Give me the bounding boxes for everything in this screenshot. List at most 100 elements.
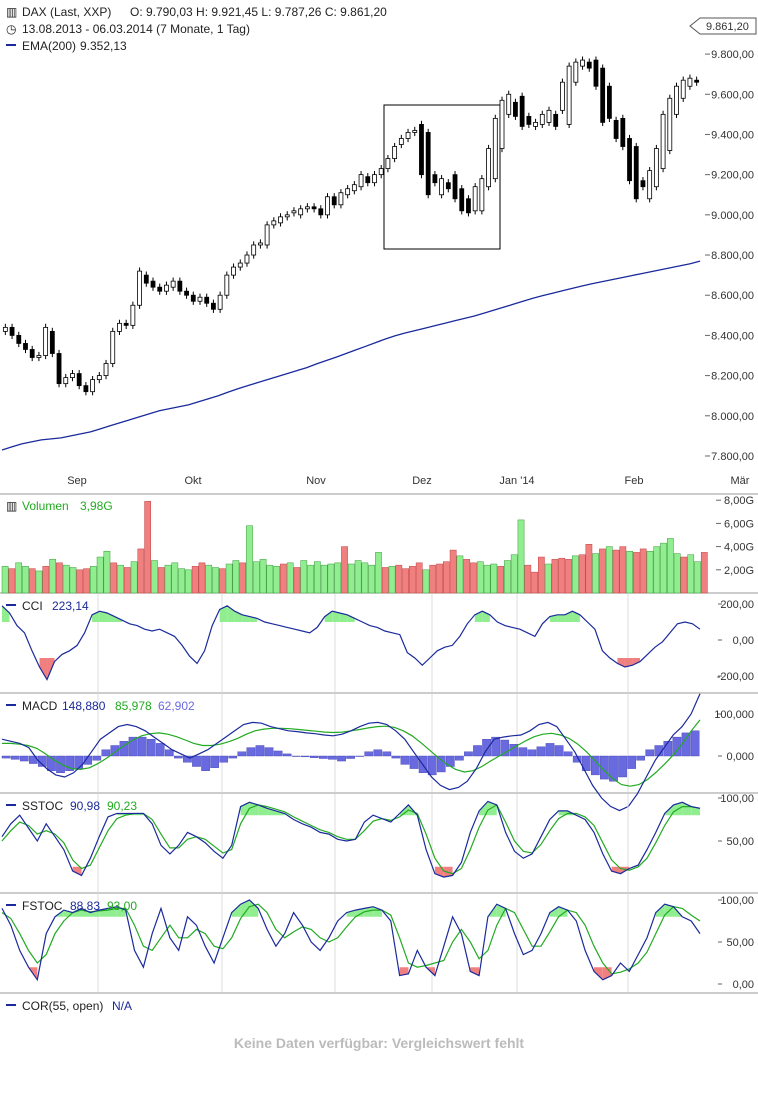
sstoc-oversold-fill: [72, 866, 82, 876]
macd-histogram-bar: [464, 751, 473, 757]
volume-icon: ▥: [6, 499, 17, 513]
cci-overbought-fill: [219, 605, 228, 622]
candle-body: [184, 290, 189, 296]
candle-body: [593, 59, 599, 87]
macd-histogram-bar: [83, 755, 93, 765]
candle-body: [439, 178, 445, 196]
macd-value-2: 85,978: [115, 699, 152, 713]
macd-histogram-bar: [92, 755, 102, 761]
volume-bar: [700, 552, 708, 594]
volume-bar: [687, 554, 695, 594]
volume-bar: [246, 525, 253, 594]
macd-value-1: 148,880: [62, 699, 106, 713]
candle-body: [499, 99, 505, 149]
volume-bar: [171, 562, 179, 594]
candle-body: [351, 184, 357, 192]
macd-histogram-bar: [201, 755, 210, 771]
volume-axis: 8,00G 6,00G 4,00G 2,00G: [716, 495, 754, 577]
fstoc-overbought-fill: [373, 906, 382, 917]
volume-tick-label: 2,00G: [724, 565, 754, 577]
candle-body: [660, 113, 666, 170]
macd-label: MACD: [22, 699, 58, 713]
price-tick-label: 8.000,00: [711, 411, 754, 423]
volume-bar: [646, 550, 654, 594]
sstoc-overbought-fill: [487, 801, 497, 816]
candle-body: [425, 132, 431, 196]
volume-bar: [626, 550, 633, 594]
macd-value-3: 62,902: [158, 699, 195, 713]
fstoc-oversold-fill: [593, 967, 603, 980]
macd-histogram-bar: [627, 755, 636, 769]
volume-bar: [368, 564, 376, 594]
fstoc-d-line: [1, 903, 701, 975]
candle-body: [613, 119, 619, 139]
cci-tick-label: 0,00: [733, 635, 754, 647]
candle-body: [385, 158, 391, 170]
volume-bar: [130, 561, 138, 594]
candle-body: [546, 109, 552, 123]
fstoc-overbought-fill: [655, 904, 665, 917]
candle-body: [117, 322, 122, 332]
candle-body: [653, 148, 659, 188]
candle-body: [251, 244, 257, 256]
selection-box[interactable]: [383, 104, 501, 250]
macd-histogram-bar: [663, 741, 673, 757]
candle-body: [90, 379, 96, 393]
price-panel: 9.800,00 9.600,00 9.400,00 9.200,00 9.000,00…: [1, 17, 757, 487]
macd-histogram-bar: [183, 755, 192, 763]
sstoc-k-line: [1, 800, 701, 878]
candle-body: [412, 130, 418, 133]
macd-tick-label: 0,000: [726, 751, 754, 763]
macd-histogram-bar: [310, 755, 319, 758]
date-range: 13.08.2013 - 06.03.2014 (7 Monate, 1 Tag…: [22, 22, 250, 36]
macd-histogram-bar: [672, 736, 682, 757]
volume-bar: [341, 546, 348, 594]
volume-bar: [76, 569, 84, 594]
candle-body: [96, 375, 102, 381]
cci-overbought-fill: [2, 605, 10, 622]
candle-body: [325, 196, 330, 216]
fstoc-overbought-fill: [364, 906, 374, 917]
volume-bar: [347, 563, 355, 594]
volume-bar: [388, 566, 396, 594]
candle-body: [244, 254, 250, 264]
candle-body: [560, 81, 565, 111]
macd-histogram-bar: [47, 755, 56, 771]
ema-legend-swatch: [6, 44, 16, 46]
macd-histogram-bar: [246, 747, 256, 757]
macd-histogram-bar: [491, 736, 500, 757]
volume-bar: [15, 562, 23, 594]
volume-tick-label: 8,00G: [724, 495, 754, 507]
price-tick-label: 9.800,00: [711, 49, 754, 61]
volume-tick-label: 4,00G: [724, 542, 754, 554]
sstoc-overbought-fill: [267, 808, 276, 816]
sstoc-overbought-fill: [691, 806, 700, 816]
macd-histogram-bar: [328, 755, 337, 760]
fstoc-overbought-fill: [249, 900, 259, 917]
macd-histogram-bar: [400, 755, 410, 765]
volume-bar: [497, 566, 504, 594]
volume-bar: [524, 564, 532, 594]
macd-histogram-bar: [1, 755, 11, 759]
sstoc-panel: 100,00 50,00 SSTOC 90,98 90,23: [1, 793, 754, 892]
candle-body: [43, 326, 49, 356]
candle-body: [83, 385, 89, 393]
macd-histogram-bar: [319, 755, 328, 759]
macd-histogram-bar: [636, 755, 646, 761]
fstoc-value-1: 88,83: [70, 899, 100, 913]
volume-bar: [354, 560, 362, 594]
macd-histogram-bar: [110, 745, 120, 757]
macd-histogram-bar: [563, 751, 573, 757]
volume-bar: [266, 564, 274, 594]
candle-body: [16, 335, 22, 344]
volume-bar: [293, 567, 301, 594]
volume-bar: [56, 562, 63, 594]
volume-bar: [510, 554, 518, 594]
candle-body: [358, 174, 364, 188]
macd-histogram-bar: [174, 755, 183, 759]
cci-overbought-fill: [332, 611, 340, 622]
volume-bar: [585, 544, 593, 594]
x-axis-label: Dez: [412, 475, 432, 487]
candle-body: [479, 178, 485, 212]
candle-body: [271, 220, 277, 226]
